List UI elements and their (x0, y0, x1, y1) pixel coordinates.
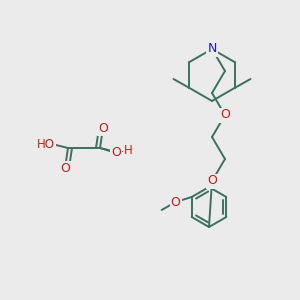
Text: O: O (60, 161, 70, 175)
Text: H: H (124, 143, 132, 157)
Text: HO: HO (37, 137, 55, 151)
Text: O: O (207, 175, 217, 188)
Text: O: O (98, 122, 108, 134)
Text: H: H (118, 146, 126, 158)
Text: O: O (111, 146, 121, 158)
Text: O: O (171, 196, 181, 208)
Text: N: N (207, 43, 217, 56)
Text: O: O (220, 109, 230, 122)
